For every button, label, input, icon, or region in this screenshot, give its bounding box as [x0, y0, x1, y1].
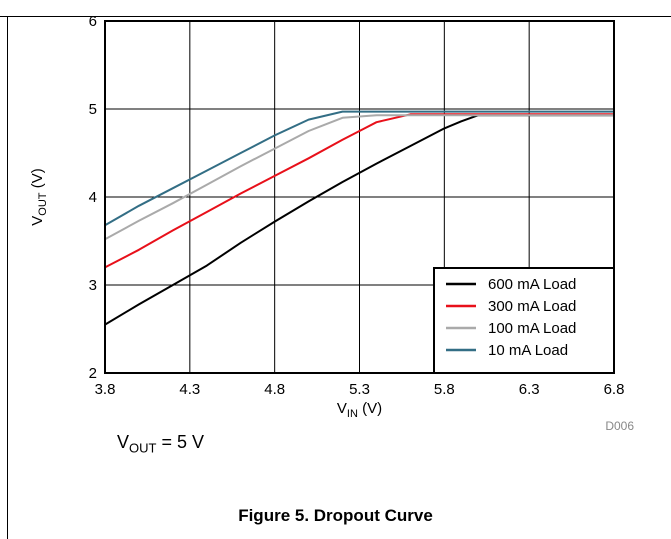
y-tick-label: 5 [89, 101, 97, 118]
y-axis-title-main: V [29, 216, 46, 226]
left-border-line [7, 16, 8, 539]
x-tick-label: 3.8 [95, 381, 116, 398]
series-line-100-ma-load [104, 114, 614, 241]
x-axis-title-unit: (V) [358, 400, 382, 417]
y-axis-title: VOUT (V) [29, 168, 49, 225]
y-tick-labels: 2 3 4 5 6 [89, 13, 97, 382]
figure-code-label: D006 [605, 419, 634, 433]
condition-main: V [117, 432, 130, 452]
y-tick-label: 3 [89, 277, 97, 294]
series-line-300-ma-load [104, 113, 614, 269]
x-tick-label: 5.8 [434, 381, 455, 398]
y-axis-title-unit: (V) [29, 168, 46, 192]
legend-entry-label: 600 mA Load [488, 276, 576, 293]
x-tick-label: 4.8 [264, 381, 285, 398]
plot-border [104, 20, 615, 374]
legend-entry-label: 100 mA Load [488, 320, 576, 337]
x-axis-title: VIN (V) [337, 400, 382, 420]
legend-entry-label: 10 mA Load [488, 342, 568, 359]
legend: 600 mA Load 300 mA Load 100 mA Load 10 mA L… [433, 267, 615, 374]
series-lines [104, 110, 614, 326]
series-line-600-ma-load [104, 114, 614, 326]
legend-box [433, 267, 615, 374]
x-tick-label: 6.8 [604, 381, 625, 398]
x-axis-title-main: V [337, 400, 347, 417]
y-tick-label: 6 [89, 13, 97, 30]
x-axis-title-sub: IN [347, 408, 358, 420]
top-border-line [0, 16, 671, 17]
x-tick-label: 6.3 [519, 381, 540, 398]
x-tick-label: 5.3 [349, 381, 370, 398]
figure-caption: Figure 5. Dropout Curve [238, 506, 433, 525]
condition-note: VOUT = 5 V [117, 432, 204, 456]
condition-sub: OUT [129, 440, 157, 456]
condition-rest: = 5 V [156, 432, 204, 452]
x-tick-label: 4.3 [179, 381, 200, 398]
y-axis-title-sub: OUT [37, 192, 49, 216]
y-tick-label: 2 [89, 365, 97, 382]
y-tick-label: 4 [89, 189, 97, 206]
legend-entry-label: 300 mA Load [488, 298, 576, 315]
series-line-10-ma-load [104, 110, 614, 227]
x-tick-labels: 3.8 4.3 4.8 5.3 5.8 6.3 6.8 [95, 381, 625, 398]
